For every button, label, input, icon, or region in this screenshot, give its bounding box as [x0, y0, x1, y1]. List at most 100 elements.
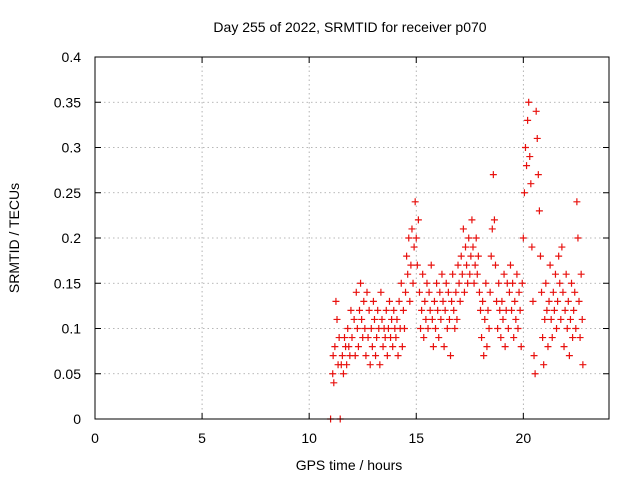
data-point — [558, 243, 566, 251]
data-point — [550, 306, 558, 314]
data-point — [456, 297, 464, 305]
data-point — [383, 352, 391, 360]
data-point — [343, 361, 351, 369]
data-point — [556, 279, 564, 287]
data-point — [471, 261, 479, 269]
data-point — [496, 306, 504, 314]
data-point — [510, 334, 518, 342]
data-point — [449, 270, 457, 278]
data-point — [483, 343, 491, 351]
data-point — [365, 306, 373, 314]
data-point — [560, 343, 568, 351]
data-point — [382, 306, 390, 314]
data-point — [417, 325, 425, 332]
data-point — [538, 288, 546, 296]
x-axis-label: GPS time / hours — [296, 457, 403, 473]
data-point — [439, 297, 447, 305]
data-point — [394, 352, 402, 360]
y-axis-label: SRMTID / TECUs — [6, 183, 22, 293]
data-point — [412, 234, 420, 242]
data-point — [541, 315, 549, 323]
x-tick-label: 5 — [198, 430, 206, 446]
data-point — [450, 306, 458, 314]
data-point — [547, 315, 555, 323]
data-point — [330, 379, 338, 387]
data-point — [385, 297, 393, 305]
data-point — [442, 279, 450, 287]
data-point — [489, 171, 497, 179]
data-point — [488, 225, 496, 233]
data-point — [519, 234, 527, 242]
data-point — [344, 325, 352, 332]
data-point — [329, 370, 337, 378]
data-point — [469, 243, 477, 251]
data-point — [498, 297, 506, 305]
data-point — [407, 261, 415, 269]
data-point — [466, 270, 474, 278]
data-point — [360, 297, 368, 305]
data-point — [478, 334, 486, 342]
data-point — [514, 325, 522, 332]
data-point — [369, 297, 377, 305]
data-point — [495, 279, 503, 287]
y-tick-label: 0.1 — [62, 321, 82, 337]
axis-ticks: 0 0.05 0.1 0.15 0.2 0.25 0.3 0.35 0.4 0 5 10 15 20 — [54, 49, 609, 446]
data-point — [543, 306, 551, 314]
data-point — [422, 315, 430, 323]
data-point — [540, 361, 548, 369]
data-point — [433, 279, 441, 287]
data-point — [454, 261, 462, 269]
data-point — [561, 306, 569, 314]
data-point — [379, 343, 387, 351]
data-point — [426, 306, 434, 314]
data-point — [331, 343, 339, 351]
data-point — [508, 306, 516, 314]
data-point — [473, 270, 481, 278]
data-point — [436, 288, 444, 296]
data-point — [531, 370, 539, 378]
data-point — [574, 234, 582, 242]
data-point — [348, 334, 356, 342]
data-point — [470, 279, 478, 287]
data-point — [420, 334, 428, 342]
data-point — [351, 352, 359, 360]
data-point — [525, 98, 533, 106]
data-point — [441, 306, 449, 314]
data-point — [392, 334, 400, 342]
data-point — [377, 288, 385, 296]
data-point — [504, 325, 512, 332]
data-point — [515, 288, 523, 296]
data-point — [517, 343, 525, 351]
data-point — [530, 352, 538, 360]
data-point — [443, 325, 451, 332]
data-point — [480, 352, 488, 360]
data-point — [577, 270, 585, 278]
data-point — [549, 288, 557, 296]
data-point — [512, 315, 520, 323]
data-point — [539, 334, 547, 342]
data-point — [575, 297, 583, 305]
data-point — [432, 325, 440, 332]
data-point — [562, 270, 570, 278]
x-tick-label: 20 — [516, 430, 532, 446]
data-point — [427, 261, 435, 269]
data-point — [448, 297, 456, 305]
data-point — [500, 270, 508, 278]
data-point — [554, 297, 562, 305]
data-point — [551, 270, 559, 278]
data-point — [468, 216, 476, 224]
data-point — [437, 315, 445, 323]
data-point — [516, 306, 524, 314]
data-point — [491, 261, 499, 269]
data-point — [362, 352, 370, 360]
data-point — [553, 325, 561, 332]
data-point — [447, 352, 455, 360]
data-point — [570, 306, 578, 314]
data-point — [402, 288, 410, 296]
data-point — [338, 352, 346, 360]
data-point — [511, 297, 519, 305]
data-point — [484, 306, 492, 314]
data-point — [490, 216, 498, 224]
data-point — [571, 288, 579, 296]
